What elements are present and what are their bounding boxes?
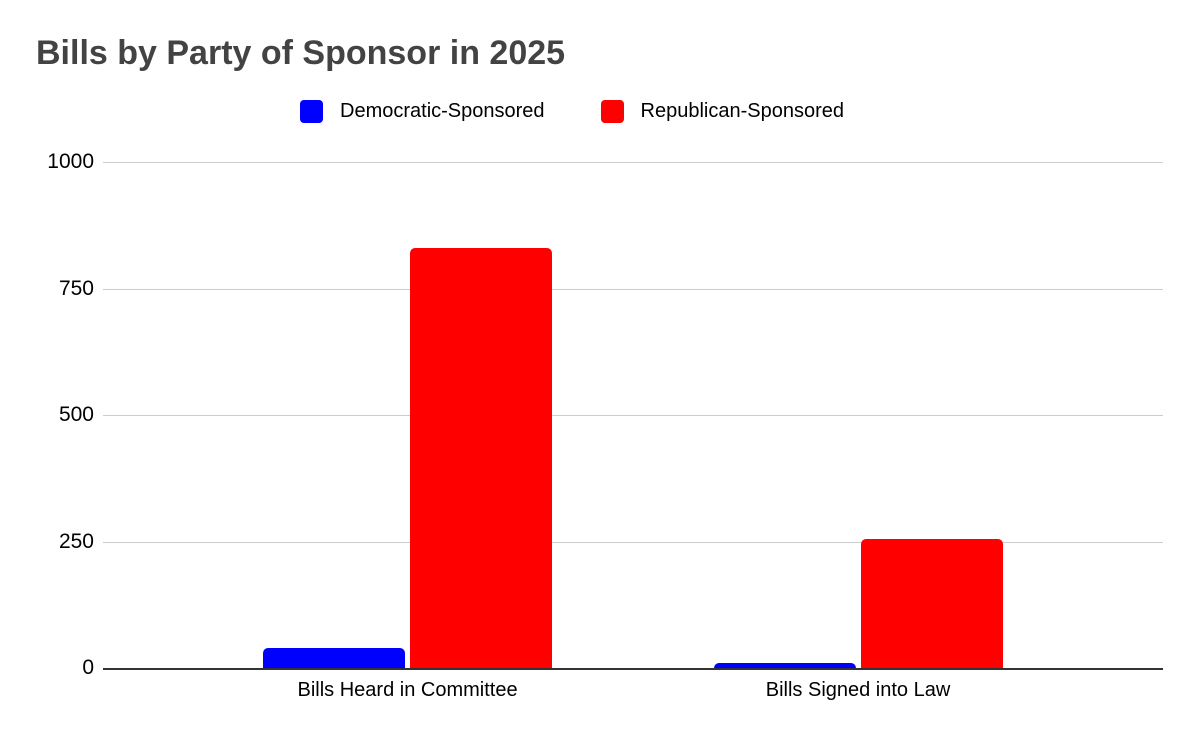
y-axis-tick-label-1000: 1000 (47, 150, 94, 173)
y-axis-tick-label-250: 250 (58, 529, 94, 553)
legend-label-republican: Republican-Sponsored (640, 100, 844, 122)
x-axis-category-label-bills-signed-into-law: Bills Signed into Law (765, 679, 951, 701)
bar-democratic-sponsored-bills-signed-into-law[interactable] (713, 662, 856, 668)
democratic-color-swatch (300, 100, 323, 123)
chart-title: Bills by Party of Sponsor in 2025 (36, 34, 566, 72)
x-axis-category-label-bills-heard-in-committee: Bills Heard in Committee (297, 679, 518, 701)
legend-label-democratic: Democratic-Sponsored (340, 100, 545, 122)
bar-republican-sponsored-bills-heard-in-committee[interactable] (410, 248, 553, 668)
republican-color-swatch (600, 100, 624, 123)
y-axis-tick-label-0: 0 (82, 656, 94, 679)
y-axis-tick-label-500: 500 (58, 403, 94, 426)
gridline-1000 (103, 162, 1163, 163)
gridline-250 (103, 541, 1163, 543)
legend-item-democratic[interactable]: Democratic-Sponsored (300, 100, 545, 123)
bar-republican-sponsored-bills-signed-into-law[interactable] (860, 538, 1003, 668)
bar-democratic-sponsored-bills-heard-in-committee[interactable] (263, 647, 406, 668)
y-axis-tick-label-750: 750 (58, 276, 94, 300)
legend-item-republican[interactable]: Republican-Sponsored (600, 100, 844, 123)
gridline-500 (103, 415, 1163, 416)
legend: Democratic-Sponsored Republican-Sponsore… (300, 100, 844, 123)
gridline-750 (103, 288, 1163, 290)
plot-area: 0 250 500 750 1000 Bills Heard in Committee Bi… (47, 150, 1163, 701)
